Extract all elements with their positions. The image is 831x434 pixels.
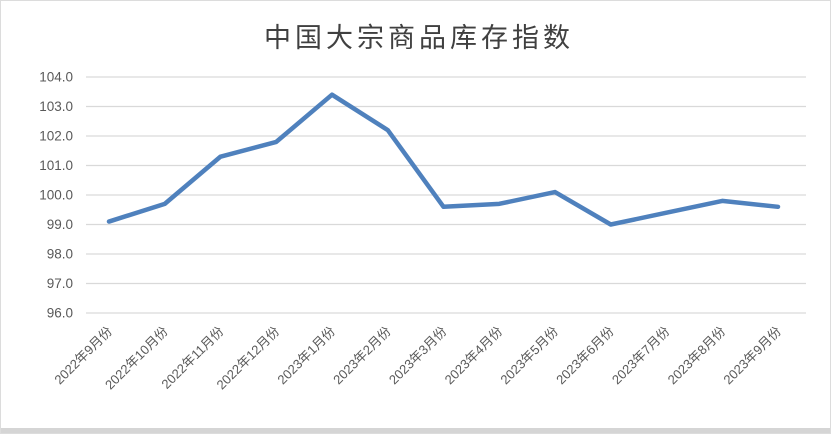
x-axis-tick-label: 2023年5月份 xyxy=(497,324,561,388)
x-axis-tick-label: 2023年7月份 xyxy=(609,324,673,388)
x-axis-tick-label: 2023年2月份 xyxy=(330,324,394,388)
x-axis-tick-label: 2023年3月份 xyxy=(386,324,450,388)
bottom-edge-bar xyxy=(1,428,830,433)
data-line xyxy=(106,92,781,227)
x-axis-tick-label: 2023年8月份 xyxy=(665,324,729,388)
x-axis-tick-label: 2023年4月份 xyxy=(442,324,506,388)
y-axis-tick-label: 104.0 xyxy=(39,70,73,85)
chart-title: 中国大宗商品库存指数 xyxy=(264,23,574,53)
y-axis-tick-label: 97.0 xyxy=(47,276,73,291)
y-axis-tick-label: 96.0 xyxy=(47,306,73,321)
y-axis-tick-label: 102.0 xyxy=(39,129,73,144)
y-axis-tick-label: 101.0 xyxy=(39,158,73,173)
gridlines xyxy=(86,76,806,314)
y-axis-tick-label: 103.0 xyxy=(39,99,73,114)
series-group xyxy=(106,92,781,227)
y-axis-labels: 96.0 97.0 98.0 99.0 100.0 101.0 102.0 103.0 104.… xyxy=(39,70,73,321)
x-axis-tick-label: 2023年9月份 xyxy=(720,324,784,388)
x-axis-tick-label: 2023年1月份 xyxy=(274,324,338,388)
x-axis-labels: 2022年9月份2022年10月份2022年11月份2022年12月份2023年… xyxy=(51,324,784,393)
y-axis-tick-label: 100.0 xyxy=(39,188,73,203)
x-axis-tick-label: 2023年6月份 xyxy=(553,324,617,388)
y-axis-tick-label: 99.0 xyxy=(47,217,73,232)
y-axis-tick-label: 98.0 xyxy=(47,247,73,262)
